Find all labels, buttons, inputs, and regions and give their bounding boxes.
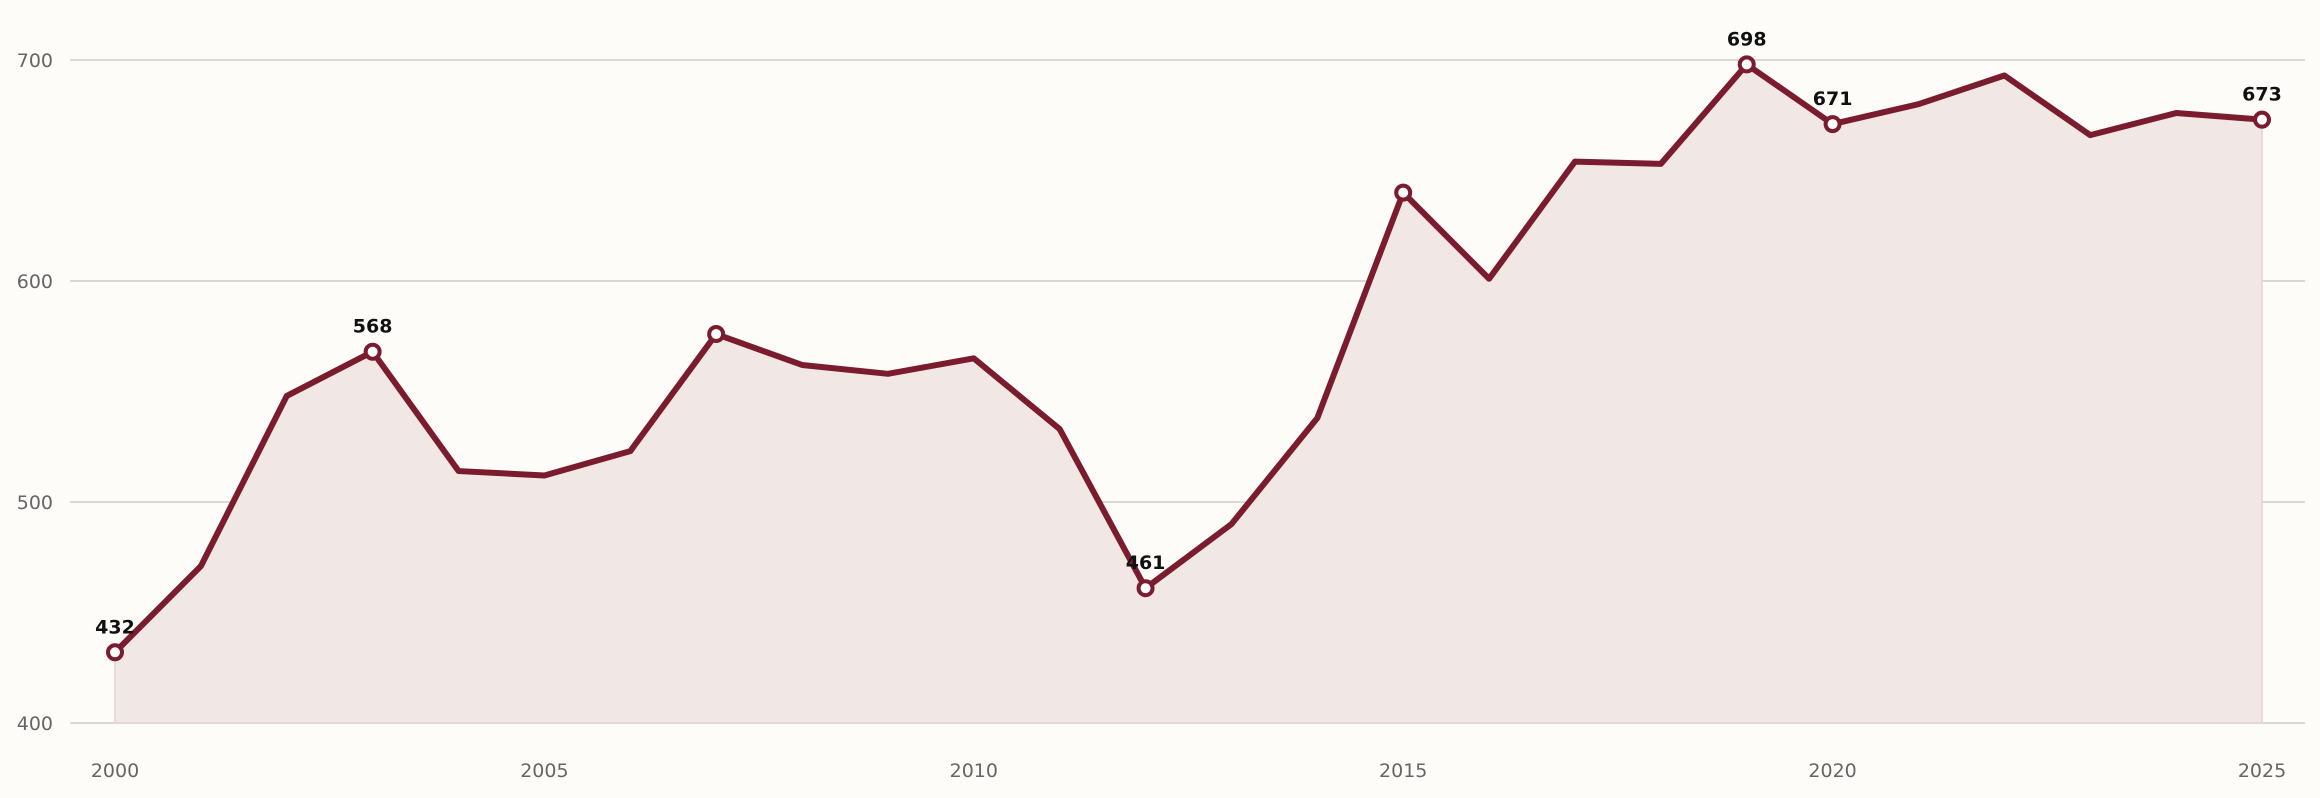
series-line-group — [112, 61, 2265, 656]
y-axis: 400 500 600 700 — [17, 50, 53, 735]
y-tick-label: 500 — [17, 492, 53, 514]
x-tick-label: 2000 — [91, 760, 139, 782]
x-tick-label: 2020 — [1808, 760, 1856, 782]
data-point-marker — [363, 342, 382, 361]
series-line — [112, 61, 2265, 656]
data-label: 432 — [95, 616, 135, 638]
area-fill — [114, 63, 2263, 724]
data-point-marker — [106, 643, 124, 662]
x-tick-label: 2010 — [950, 760, 998, 782]
data-label: 671 — [1813, 88, 1853, 110]
y-tick-label: 600 — [17, 271, 53, 293]
data-point-marker — [1394, 183, 1413, 202]
x-axis: 2000 2005 2010 2015 2020 2025 — [91, 760, 2286, 782]
data-point-marker — [1136, 579, 1155, 598]
x-tick-label: 2025 — [2238, 760, 2286, 782]
x-tick-label: 2005 — [520, 760, 568, 782]
data-point-marker — [1823, 115, 1842, 134]
x-tick-label: 2015 — [1379, 760, 1427, 782]
data-label: 461 — [1126, 552, 1166, 574]
point-markers — [106, 55, 2271, 662]
area-fill-path — [114, 63, 2263, 724]
data-labels: 432 568 461 698 671 673 — [95, 28, 2282, 638]
y-tick-label: 400 — [17, 713, 53, 735]
data-label: 673 — [2242, 84, 2282, 106]
data-point-marker — [1737, 55, 1756, 74]
data-point-marker — [2253, 110, 2271, 129]
data-label: 568 — [353, 316, 393, 338]
y-tick-label: 700 — [17, 50, 53, 72]
data-label: 698 — [1727, 28, 1767, 50]
data-point-marker — [707, 325, 726, 344]
